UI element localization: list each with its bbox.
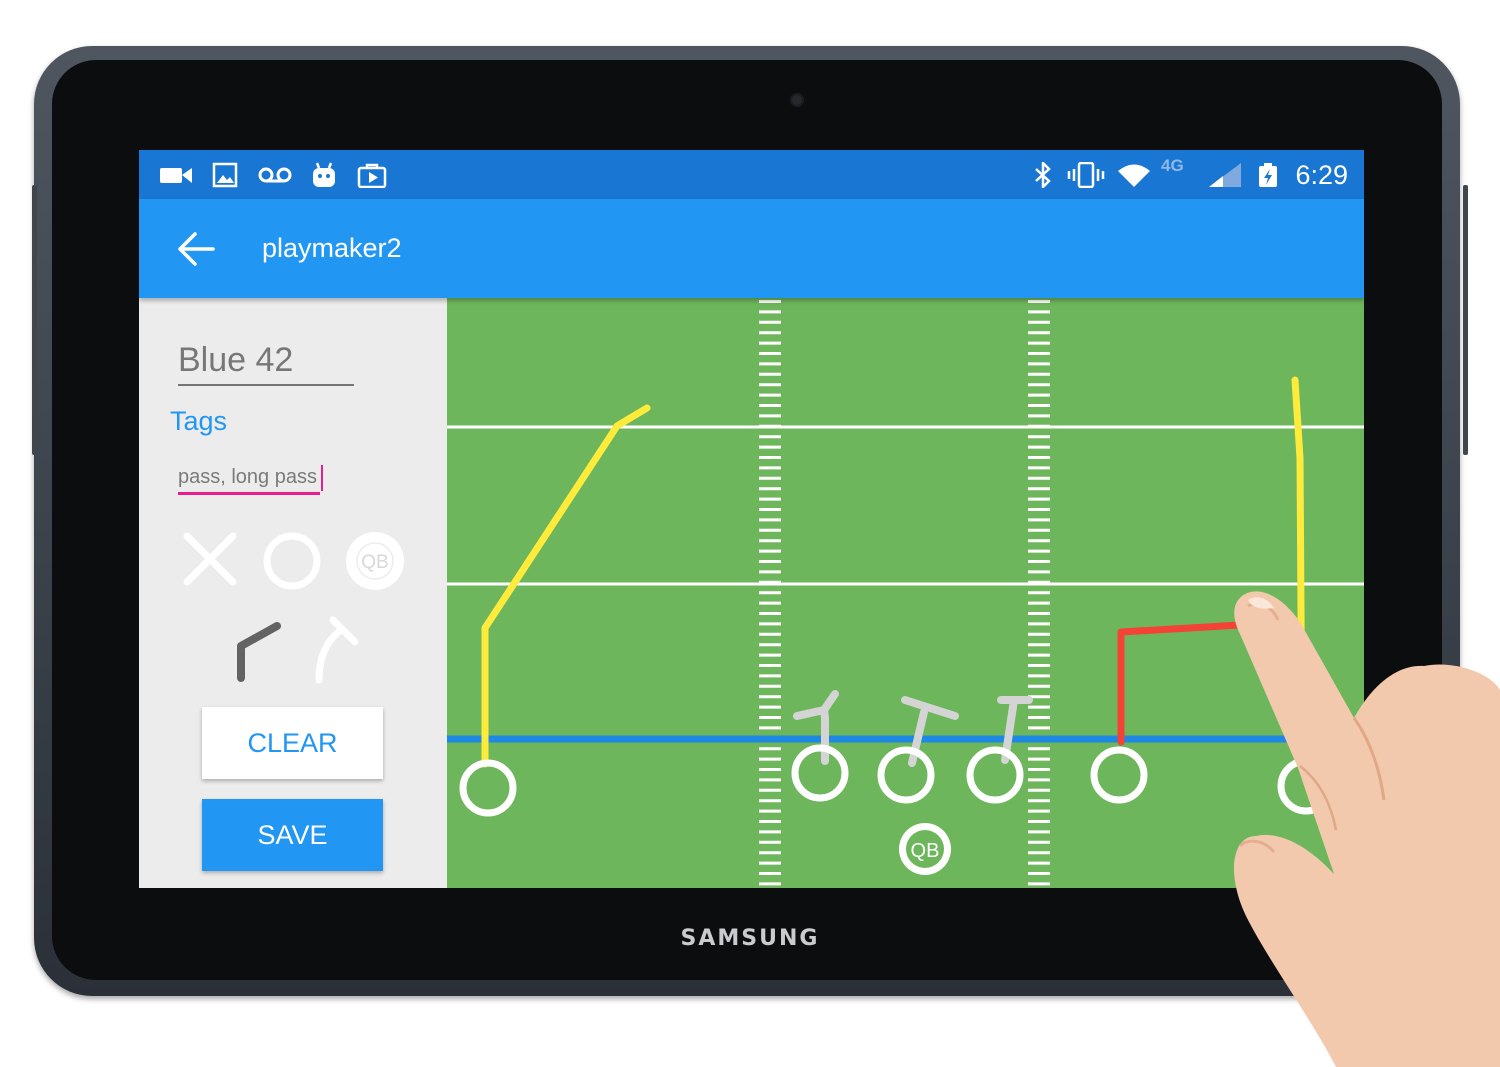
battery-icon	[1257, 162, 1279, 188]
wifi-icon	[1117, 162, 1151, 188]
tags-label: Tags	[170, 406, 227, 437]
arrow-back-icon[interactable]	[175, 229, 219, 269]
text-cursor	[321, 465, 323, 491]
qb-marker-label: QB	[911, 840, 940, 862]
qb-tool-label: QB	[361, 552, 388, 573]
route-tool[interactable]	[229, 618, 289, 688]
device-brand: SAMSUNG	[0, 926, 1500, 951]
device-screen: 4G 6:29 playmaker2 Tags QB	[139, 150, 1364, 888]
block-tool[interactable]	[307, 616, 367, 686]
play-store-icon	[357, 162, 387, 188]
clear-button[interactable]: CLEAR	[202, 707, 383, 779]
x-tool[interactable]	[181, 530, 239, 588]
qb-tool[interactable]: QB	[343, 529, 407, 593]
route-icon	[241, 626, 277, 678]
editor-panel: Tags QB CLEAR SAVE	[139, 298, 447, 888]
front-camera	[790, 93, 804, 107]
network-type-icon: 4G	[1161, 156, 1184, 182]
qb-marker[interactable]: QB	[899, 823, 951, 875]
circle-icon	[267, 536, 317, 586]
vibrate-icon	[1067, 162, 1105, 188]
save-button[interactable]: SAVE	[202, 799, 383, 871]
bluetooth-icon	[1032, 162, 1054, 188]
play-field[interactable]: QB	[447, 298, 1364, 888]
tags-input[interactable]	[178, 462, 320, 495]
block-arrow-icon	[319, 630, 341, 680]
status-bar: 4G 6:29	[139, 150, 1364, 199]
play-name-input[interactable]	[178, 336, 354, 386]
tablet-side-button	[32, 185, 37, 455]
signal-icon	[1207, 162, 1243, 188]
voicemail-icon	[258, 162, 292, 188]
status-time: 6:29	[1295, 160, 1348, 191]
image-icon	[212, 162, 238, 188]
tablet-side-button	[1463, 185, 1468, 455]
video-icon	[159, 162, 193, 188]
circle-tool[interactable]	[261, 530, 323, 592]
app-bar: playmaker2	[139, 199, 1364, 298]
app-title: playmaker2	[262, 233, 402, 264]
android-icon	[310, 162, 338, 188]
